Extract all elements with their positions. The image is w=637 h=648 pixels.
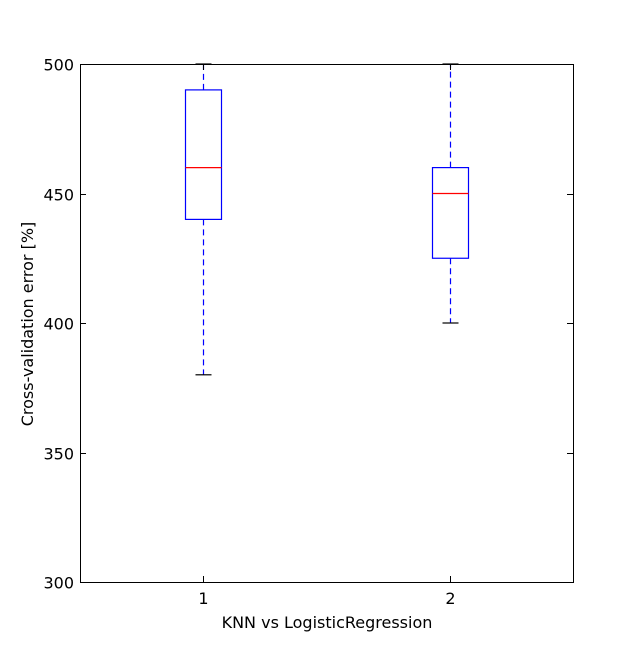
box-group-1 (184, 63, 223, 376)
boxes-layer (184, 63, 470, 376)
y-axis-label: Cross-validation error [%] (18, 222, 37, 427)
y-tick-label: 300 (43, 574, 74, 593)
ticks-layer: 300 350 400 450 500 1 2 (43, 56, 573, 608)
x-tick-label: 2 (445, 589, 455, 608)
plot-frame (80, 64, 574, 583)
y-tick-label: 400 (43, 315, 74, 334)
x-tick-label: 1 (198, 589, 208, 608)
y-tick-label: 350 (43, 445, 74, 464)
y-tick-label: 450 (43, 186, 74, 205)
box-group-2 (431, 63, 470, 324)
y-tick-label: 500 (43, 56, 74, 75)
box (184, 89, 223, 221)
box (431, 167, 470, 259)
x-axis-label: KNN vs LogisticRegression (222, 613, 433, 632)
